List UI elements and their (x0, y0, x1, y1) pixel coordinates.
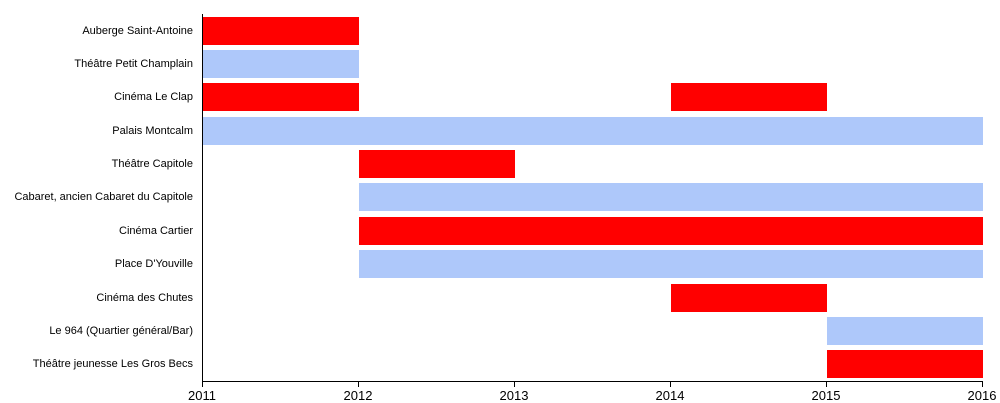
x-tick-mark (358, 382, 359, 387)
row-label: Cinéma Cartier (119, 224, 193, 237)
chart-row: Auberge Saint-Antoine (82, 14, 983, 47)
x-axis: 2011 2012 2013 2014 2015 2016 (188, 381, 996, 403)
row-label: Le 964 (Quartier général/Bar) (49, 324, 193, 337)
chart-row: Cinéma Le Clap (114, 81, 983, 114)
row-label: Théâtre jeunesse Les Gros Becs (32, 358, 193, 371)
bar-segment (671, 83, 827, 112)
x-tick-label: 2012 (343, 388, 373, 403)
x-tick-mark (514, 382, 515, 387)
chart-row: Théâtre Petit Champlain (74, 47, 983, 80)
chart-row: Palais Montcalm (112, 114, 983, 147)
x-tick-mark (670, 382, 671, 387)
row-label: Cinéma Le Clap (114, 91, 193, 104)
row-label: Auberge Saint-Antoine (82, 24, 193, 37)
chart-row: Cabaret, ancien Cabaret du Capitole (14, 181, 983, 214)
bar-segment (203, 16, 359, 45)
bar-segment (827, 316, 983, 345)
x-tick-mark (202, 382, 203, 387)
row-label: Cabaret, ancien Cabaret du Capitole (14, 191, 193, 204)
bar-segment (359, 250, 983, 279)
chart-row: Théâtre jeunesse Les Gros Becs (33, 348, 983, 381)
x-tick-label: 2011 (188, 388, 216, 403)
x-tick-label: 2015 (811, 388, 841, 403)
bar-segment (203, 116, 983, 145)
plot-area: Auberge Saint-Antoine Théâtre Petit Champ… (14, 14, 983, 382)
bar-segment (203, 50, 359, 79)
row-label: Place D'Youville (114, 258, 193, 271)
bar-segment (359, 216, 983, 245)
x-tick-label: 2016 (967, 388, 997, 403)
bar-segment (827, 350, 983, 379)
x-tick-mark (982, 382, 983, 387)
x-tick-label: 2013 (499, 388, 529, 403)
chart-row: Cinéma des Chutes (96, 281, 983, 314)
bar-segment (359, 150, 515, 179)
x-tick-label: 2014 (655, 388, 685, 403)
row-label: Palais Montcalm (112, 124, 193, 137)
bar-segment (359, 183, 983, 212)
chart-row: Le 964 (Quartier général/Bar) (49, 314, 983, 347)
bar-segment (203, 83, 359, 112)
row-label: Cinéma des Chutes (96, 291, 193, 304)
chart-row: Cinéma Cartier (119, 214, 983, 247)
chart-row: Place D'Youville (115, 248, 983, 281)
row-label: Théâtre Capitole (111, 158, 193, 171)
row-label: Théâtre Petit Champlain (74, 58, 193, 71)
chart-row: Théâtre Capitole (112, 147, 983, 180)
x-tick-mark (826, 382, 827, 387)
bar-segment (671, 283, 827, 312)
